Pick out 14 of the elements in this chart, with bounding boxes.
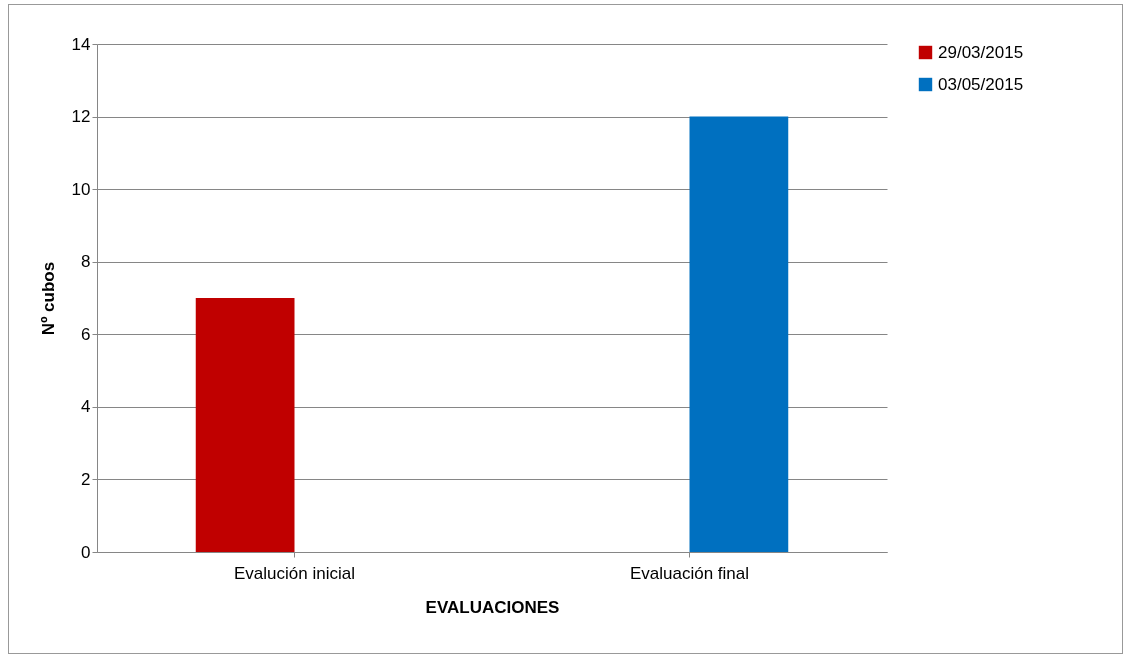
y-tick-label: 8 [81, 252, 91, 272]
y-tick-label: 0 [81, 542, 91, 562]
y-tick-label: 12 [71, 107, 91, 127]
x-tick-label: Evaluación final [629, 563, 750, 583]
legend-label: 29/03/2015 [938, 42, 1024, 62]
legend-label: 03/05/2015 [938, 74, 1024, 94]
x-tick-label: Evalución inicial [234, 563, 355, 583]
y-tick-label: 2 [81, 469, 91, 489]
y-tick-label: 14 [71, 34, 91, 54]
y-axis-title: Nº cubos [38, 261, 58, 336]
y-tick-label: 10 [71, 179, 91, 199]
x-axis-title: EVALUACIONES [425, 597, 560, 617]
y-tick-label: 4 [81, 397, 91, 417]
y-tick-label: 6 [81, 324, 91, 344]
